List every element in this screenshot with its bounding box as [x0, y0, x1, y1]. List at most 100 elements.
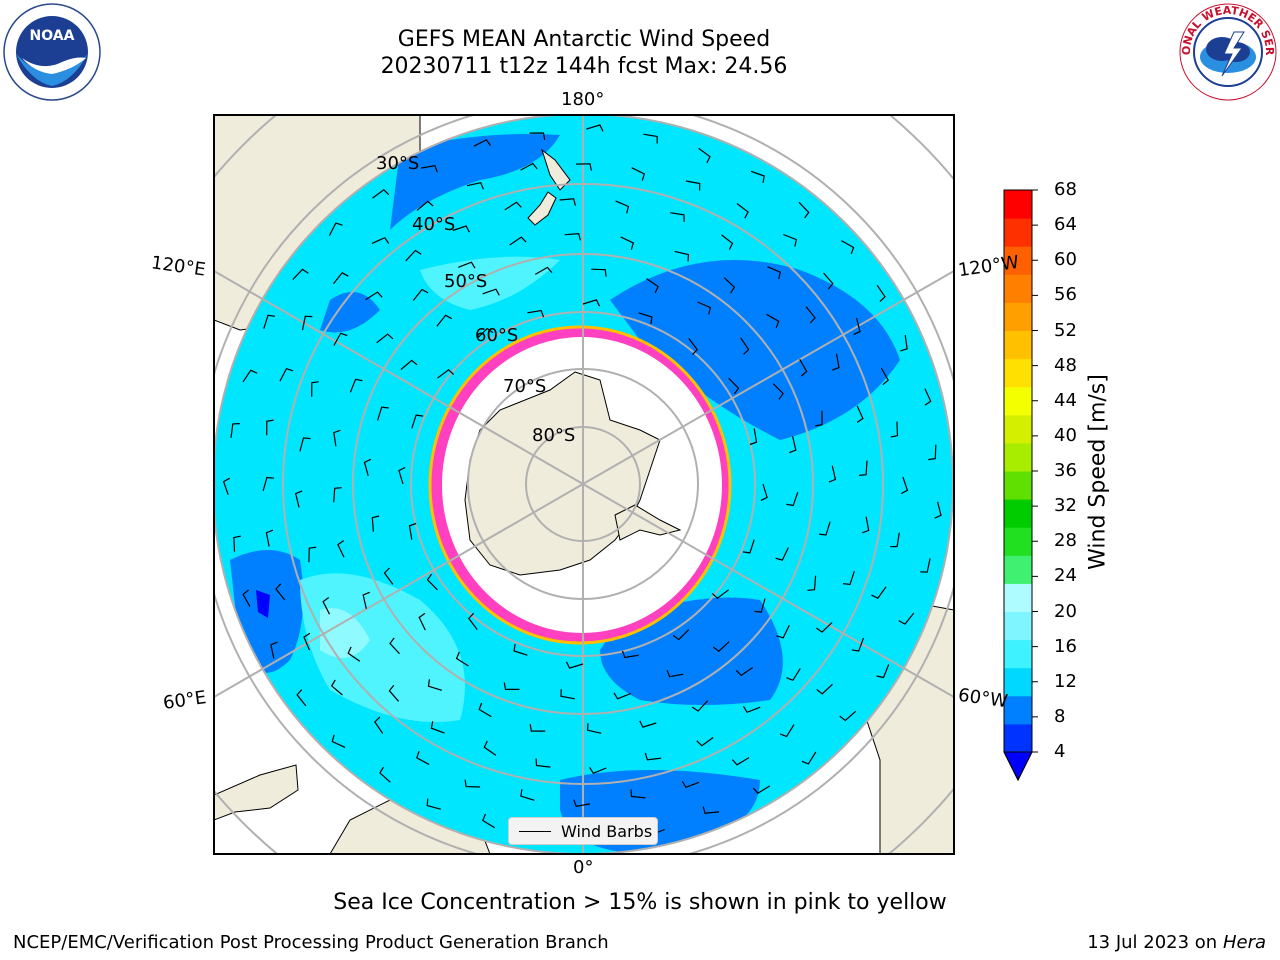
- wind-barb: [691, 700, 709, 712]
- wind-barb: [702, 806, 720, 814]
- wind-barb: [377, 406, 389, 421]
- wind-barb: [436, 314, 453, 327]
- wind-barb: [266, 419, 274, 436]
- wind-barb: [723, 277, 736, 294]
- wind-barb: [772, 383, 784, 400]
- footer-machine: Hera: [1222, 932, 1266, 953]
- wind-barb: [766, 313, 780, 329]
- wind-barb: [736, 203, 749, 219]
- wind-barb: [376, 333, 394, 344]
- wind-barb: [535, 758, 551, 768]
- colorbar-tick-label: 48: [1054, 354, 1077, 376]
- wind-barb: [928, 444, 937, 461]
- colorbar-tick-label: 68: [1054, 179, 1077, 200]
- wind-barb: [349, 378, 363, 393]
- legend-label: Wind Barbs: [561, 822, 653, 841]
- noaa-logo: NOAA: [3, 3, 101, 101]
- colorbar-segment: [1004, 499, 1032, 528]
- wind-barb: [819, 521, 831, 536]
- colorbar-tick-label: 56: [1054, 284, 1077, 306]
- wind-barb: [416, 200, 434, 211]
- wind-barb: [473, 139, 491, 147]
- colorbar-segment: [1004, 274, 1032, 303]
- map-legend: Wind Barbs: [508, 817, 658, 845]
- wind-barb: [814, 410, 823, 427]
- wind-barb: [615, 200, 630, 214]
- wind-barb: [416, 751, 430, 766]
- wind-barb: [529, 724, 546, 732]
- wind-barb: [331, 734, 346, 748]
- wind-barb: [674, 250, 690, 262]
- wind-barb: [816, 622, 833, 633]
- wind-barb: [430, 721, 445, 734]
- wind-barb: [452, 225, 470, 233]
- wind-barb: [279, 367, 294, 382]
- wind-barb: [721, 234, 734, 250]
- colorbar-tick-label: 16: [1054, 635, 1077, 657]
- lon-label-180: 180°: [561, 89, 605, 110]
- colorbar-tick-label: 20: [1054, 600, 1077, 622]
- wind-barb: [900, 334, 908, 352]
- wind-barb: [303, 632, 311, 651]
- wind-region-8-12: [320, 292, 380, 333]
- wind-barb: [411, 414, 424, 429]
- wind-barb: [509, 236, 527, 246]
- wind-barb: [779, 724, 795, 738]
- lat-label-60s: 60°S: [475, 325, 519, 346]
- wind-barb: [728, 377, 740, 395]
- wind-barb: [760, 483, 768, 502]
- wind-barb: [270, 641, 278, 659]
- wind-barb-legend-line: [519, 831, 551, 832]
- wind-barb: [464, 779, 481, 788]
- wind-barb: [890, 421, 899, 438]
- colorbar-tick-label: 52: [1054, 319, 1077, 341]
- wind-barb: [565, 661, 584, 669]
- wind-barb: [265, 529, 274, 547]
- wind-barb: [371, 236, 390, 244]
- wind-barb: [504, 201, 522, 211]
- wind-barb: [711, 589, 729, 599]
- wind-barb: [685, 180, 701, 191]
- wind-barb: [437, 369, 455, 379]
- colorbar-tick-label: 28: [1054, 530, 1077, 552]
- colorbar-tick-label: 12: [1054, 670, 1077, 692]
- wind-barb: [455, 651, 469, 667]
- wind-barb: [527, 309, 545, 318]
- colorbar-segment: [1004, 442, 1032, 472]
- wind-barb: [621, 650, 639, 659]
- wind-barb: [630, 789, 646, 799]
- wind-barb: [535, 266, 553, 275]
- wind-barb: [520, 789, 535, 801]
- wind-barb: [666, 669, 684, 678]
- wind-barb: [388, 684, 400, 702]
- wind-barb: [333, 332, 348, 346]
- colorbar-segment: [1004, 471, 1032, 500]
- wind-barb: [799, 359, 808, 377]
- colorbar-tick-label: 8: [1054, 705, 1066, 727]
- wind-barb: [275, 583, 286, 601]
- wind-barb: [330, 679, 343, 696]
- wind-barb: [591, 268, 607, 277]
- wind-barb: [337, 540, 345, 558]
- wind-barb: [483, 740, 497, 756]
- wind-barb: [672, 629, 690, 641]
- wind-barb: [427, 679, 442, 691]
- wind-barb: [749, 428, 758, 446]
- wind-region-8-12: [390, 134, 560, 230]
- wind-barb: [383, 567, 394, 585]
- wind-barb: [871, 586, 887, 599]
- wind-barb: [582, 299, 601, 307]
- wind-barb: [420, 165, 438, 173]
- wind-barb: [876, 284, 886, 303]
- colorbar-segment: [1004, 695, 1032, 725]
- wind-barb: [620, 236, 635, 250]
- colorbar-tick-label: 4: [1054, 741, 1066, 762]
- nws-logo: NATIONAL WEATHER SERVICE: [1178, 2, 1277, 101]
- wind-barb: [299, 437, 311, 452]
- wind-barb: [371, 515, 380, 532]
- wind-barb: [754, 598, 766, 613]
- wind-barb: [400, 359, 418, 370]
- wind-barb: [311, 381, 319, 397]
- colorbar-tick-label: 64: [1054, 214, 1077, 236]
- wind-barb: [861, 516, 870, 534]
